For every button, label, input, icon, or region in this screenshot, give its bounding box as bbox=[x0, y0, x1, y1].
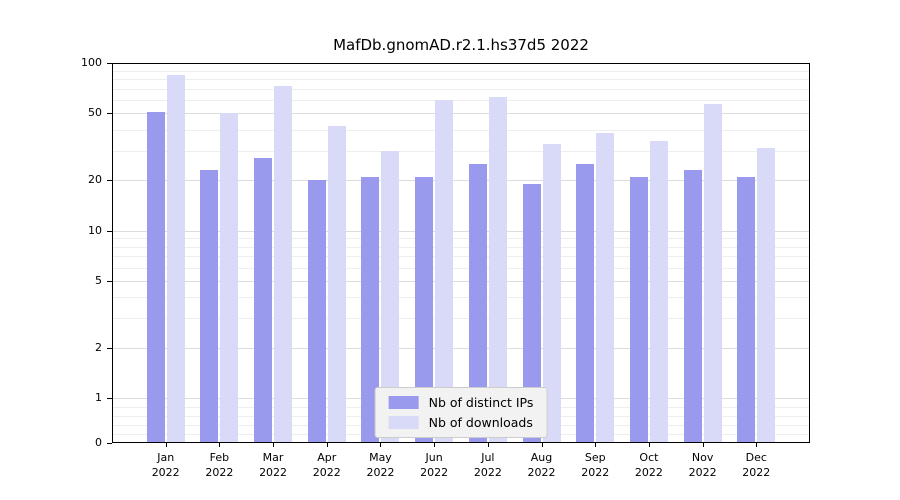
gridline-minor bbox=[112, 100, 810, 102]
bar-nb-of-distinct-ips-oct bbox=[629, 176, 648, 443]
bar-nb-of-distinct-ips-feb bbox=[200, 169, 219, 443]
gridline-major bbox=[112, 113, 810, 115]
y-tick-mark bbox=[107, 280, 112, 282]
plot-area bbox=[112, 63, 810, 443]
x-tick-label: Aug 2022 bbox=[527, 451, 556, 480]
bar-nb-of-distinct-ips-apr bbox=[307, 180, 326, 443]
gridline-major bbox=[112, 347, 810, 349]
y-tick-label: 0 bbox=[95, 436, 102, 449]
gridline-minor bbox=[112, 238, 810, 240]
x-tick-mark bbox=[756, 443, 758, 447]
bar-nb-of-distinct-ips-mar bbox=[254, 158, 273, 443]
legend: Nb of distinct IPs Nb of downloads bbox=[374, 387, 548, 438]
x-tick-mark bbox=[702, 443, 704, 447]
y-tick-label: 2 bbox=[95, 340, 102, 354]
x-tick-mark bbox=[273, 443, 275, 447]
bar-nb-of-downloads-jun bbox=[435, 100, 454, 443]
bar-nb-of-downloads-oct bbox=[649, 141, 668, 443]
bar-nb-of-distinct-ips-aug bbox=[522, 183, 541, 443]
y-tick-mark bbox=[107, 63, 112, 64]
x-tick-mark bbox=[326, 443, 328, 447]
x-tick-label: Jul 2022 bbox=[473, 451, 502, 480]
x-tick-label: Jun 2022 bbox=[420, 451, 449, 480]
x-tick-label: Sep 2022 bbox=[581, 451, 610, 480]
x-tick-label: Apr 2022 bbox=[312, 451, 341, 480]
x-tick-label: Oct 2022 bbox=[634, 451, 663, 480]
x-tick-mark bbox=[648, 443, 650, 447]
bar-nb-of-distinct-ips-jan bbox=[146, 111, 165, 443]
x-tick-mark bbox=[380, 443, 382, 447]
x-tick-mark bbox=[487, 443, 489, 447]
gridline-major bbox=[112, 180, 810, 182]
gridline-major bbox=[112, 280, 810, 282]
legend-item-downloads: Nb of downloads bbox=[388, 415, 534, 430]
y-tick-label: 100 bbox=[81, 56, 102, 69]
gridline-minor bbox=[112, 318, 810, 320]
y-tick-mark bbox=[107, 180, 112, 182]
y-tick-label: 10 bbox=[88, 223, 102, 237]
x-tick-label: Nov 2022 bbox=[688, 451, 717, 480]
bar-nb-of-downloads-dec bbox=[757, 148, 776, 443]
bar-nb-of-distinct-ips-jul bbox=[468, 163, 487, 443]
y-tick-mark bbox=[107, 398, 112, 399]
gridline-minor bbox=[112, 129, 810, 131]
gridline-minor bbox=[112, 246, 810, 248]
bar-nb-of-downloads-mar bbox=[274, 85, 293, 443]
y-tick-label: 1 bbox=[95, 391, 102, 404]
x-tick-label: Feb 2022 bbox=[205, 451, 234, 480]
x-tick-label: Jan 2022 bbox=[151, 451, 180, 480]
x-tick-mark bbox=[595, 443, 597, 447]
bar-nb-of-distinct-ips-may bbox=[361, 176, 380, 443]
y-tick-label: 5 bbox=[95, 273, 102, 287]
y-tick-label: 20 bbox=[88, 173, 102, 187]
chart-title: MafDb.gnomAD.r2.1.hs37d5 2022 bbox=[333, 36, 589, 54]
x-tick-mark bbox=[541, 443, 543, 447]
y-tick-mark bbox=[107, 347, 112, 349]
x-tick-label: Mar 2022 bbox=[259, 451, 288, 480]
x-tick-mark bbox=[434, 443, 436, 447]
gridline-major bbox=[112, 230, 810, 232]
bar-nb-of-distinct-ips-dec bbox=[737, 176, 756, 443]
bar-nb-of-downloads-feb bbox=[220, 113, 239, 443]
y-tick-label: 50 bbox=[88, 106, 102, 120]
y-tick-mark bbox=[107, 113, 112, 115]
bar-nb-of-distinct-ips-jun bbox=[415, 176, 434, 443]
legend-label-downloads: Nb of downloads bbox=[428, 415, 533, 430]
bar-nb-of-downloads-nov bbox=[703, 103, 722, 443]
bar-nb-of-downloads-sep bbox=[596, 133, 615, 443]
x-tick-label: May 2022 bbox=[366, 451, 395, 480]
x-tick-mark bbox=[219, 443, 221, 447]
gridline-minor bbox=[112, 70, 810, 72]
bar-nb-of-downloads-may bbox=[381, 150, 400, 443]
gridline-minor bbox=[112, 79, 810, 81]
gridline-minor bbox=[112, 88, 810, 90]
x-tick-label: Dec 2022 bbox=[742, 451, 771, 480]
gridline-minor bbox=[112, 297, 810, 299]
bar-nb-of-downloads-aug bbox=[542, 143, 561, 443]
gridline-minor bbox=[112, 150, 810, 152]
bar-nb-of-downloads-jul bbox=[488, 96, 507, 443]
legend-swatch-downloads bbox=[388, 416, 419, 429]
bar-nb-of-downloads-apr bbox=[327, 126, 346, 443]
y-tick-mark bbox=[107, 443, 112, 444]
legend-label-distinct-ips: Nb of distinct IPs bbox=[428, 395, 534, 410]
legend-item-distinct-ips: Nb of distinct IPs bbox=[388, 395, 534, 410]
y-tick-mark bbox=[107, 230, 112, 232]
legend-swatch-distinct-ips bbox=[388, 396, 419, 409]
bar-nb-of-distinct-ips-nov bbox=[683, 169, 702, 443]
bar-nb-of-downloads-jan bbox=[166, 74, 185, 443]
bar-nb-of-distinct-ips-sep bbox=[576, 163, 595, 443]
gridline-minor bbox=[112, 256, 810, 258]
gridline-minor bbox=[112, 267, 810, 269]
x-tick-mark bbox=[165, 443, 167, 447]
